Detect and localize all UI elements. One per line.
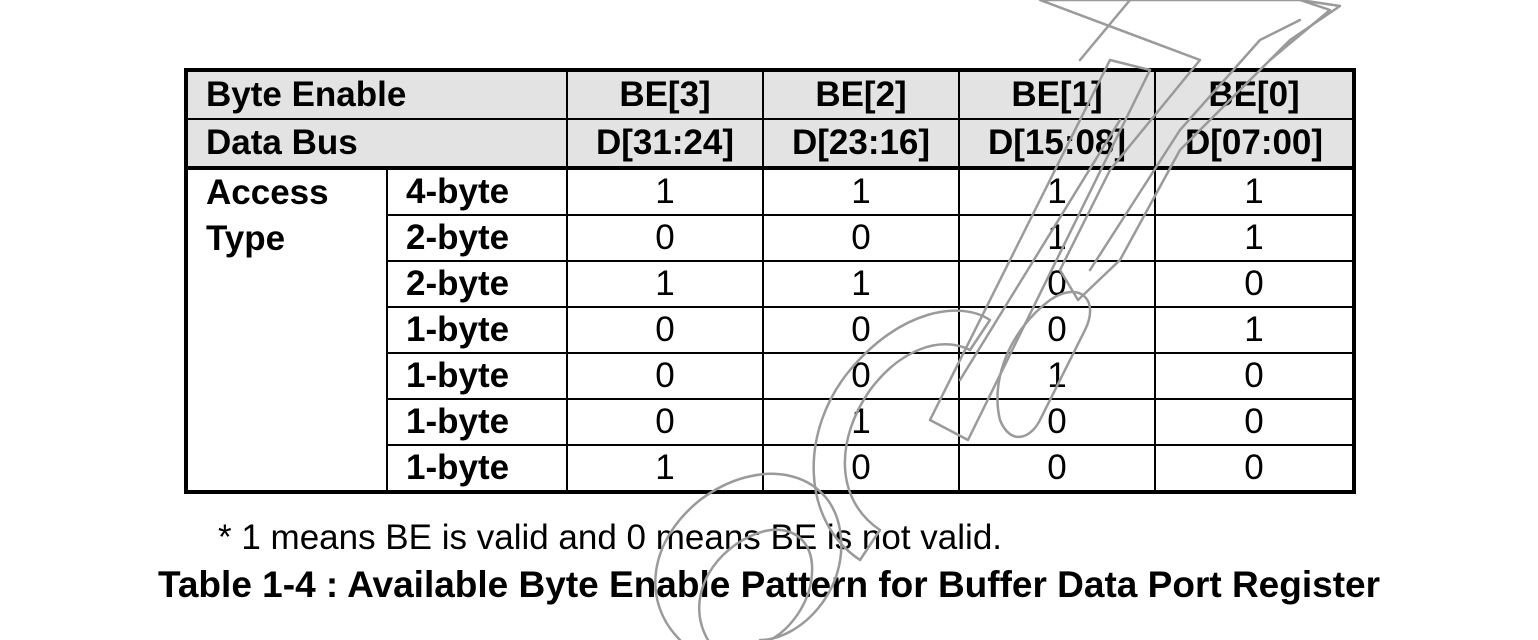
value-cell: 0 xyxy=(566,352,765,400)
value-cell: 1 xyxy=(1154,306,1356,354)
value-cell: 1 xyxy=(762,398,961,446)
d07-00-header: D[07:00] xyxy=(1154,118,1356,170)
value-cell: 0 xyxy=(762,306,961,354)
table-caption: Table 1-4 : Available Byte Enable Patter… xyxy=(158,564,1380,605)
value-cell: 0 xyxy=(958,260,1157,308)
footnote: * 1 means BE is valid and 0 means BE is … xyxy=(218,518,1003,557)
value-cell: 0 xyxy=(958,444,1157,493)
be0-header: BE[0] xyxy=(1154,69,1356,120)
value-cell: 0 xyxy=(566,306,765,354)
value-cell: 0 xyxy=(762,352,961,400)
d31-24-header: D[31:24] xyxy=(566,118,765,170)
access-type-cell: 1-byte xyxy=(385,352,569,400)
byte-enable-label: Byte Enable xyxy=(184,69,569,120)
value-cell: 0 xyxy=(762,214,961,262)
d15-08-header: D[15:08] xyxy=(958,118,1157,170)
access-type-cell: 1-byte xyxy=(385,306,569,354)
value-cell: 1 xyxy=(958,214,1157,262)
value-cell: 0 xyxy=(762,444,961,493)
value-cell: 0 xyxy=(1154,352,1356,400)
value-cell: 1 xyxy=(762,260,961,308)
access-type-cell: 1-byte xyxy=(385,398,569,446)
value-cell: 1 xyxy=(566,444,765,493)
value-cell: 1 xyxy=(958,167,1157,216)
value-cell: 0 xyxy=(1154,444,1356,493)
table-row: Access Type 4-byte 1 1 1 1 xyxy=(185,167,1356,493)
data-bus-label: Data Bus xyxy=(184,118,569,170)
value-cell: 0 xyxy=(958,398,1157,446)
be1-header: BE[1] xyxy=(958,69,1157,120)
access-type-cell: 2-byte xyxy=(385,260,569,308)
value-cell: 1 xyxy=(762,167,961,216)
access-type-cell: 2-byte xyxy=(385,214,569,262)
value-cell: 1 xyxy=(566,260,765,308)
be2-header: BE[2] xyxy=(762,69,961,120)
access-type-cell: 1-byte xyxy=(385,444,569,493)
d23-16-header: D[23:16] xyxy=(762,118,961,170)
access-type-label: Access Type xyxy=(185,167,388,493)
byte-enable-table: Byte Enable BE[3] BE[2] BE[1] BE[0] Data… xyxy=(184,68,1357,494)
value-cell: 1 xyxy=(1154,167,1356,216)
value-cell: 0 xyxy=(1154,398,1356,446)
value-cell: 0 xyxy=(1154,260,1356,308)
value-cell: 1 xyxy=(566,167,765,216)
value-cell: 0 xyxy=(566,398,765,446)
access-type-cell: 4-byte xyxy=(385,167,569,216)
value-cell: 1 xyxy=(958,352,1157,400)
be3-header: BE[3] xyxy=(566,69,765,120)
value-cell: 0 xyxy=(958,306,1157,354)
value-cell: 0 xyxy=(566,214,765,262)
value-cell: 1 xyxy=(1154,214,1356,262)
data-bus-header-row: Data Bus D[31:24] D[23:16] D[15:08] D[07… xyxy=(184,118,1356,170)
byte-enable-header-row: Byte Enable BE[3] BE[2] BE[1] BE[0] xyxy=(184,69,1356,120)
